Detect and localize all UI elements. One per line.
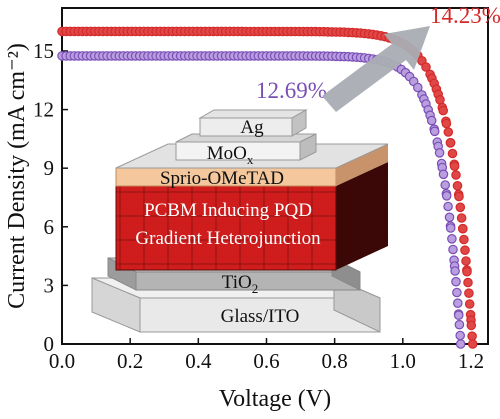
y-tick-label: 9 — [44, 156, 55, 180]
layer-ag: Ag — [198, 109, 308, 138]
x-tick-label: 0.8 — [322, 349, 348, 373]
data-point — [435, 95, 445, 105]
data-point — [440, 180, 450, 190]
data-point — [467, 339, 478, 349]
y-tick-label: 0 — [44, 332, 55, 356]
x-tick-label: 1.2 — [458, 349, 484, 373]
data-point — [452, 181, 463, 191]
x-tick-label: 0.4 — [185, 349, 212, 373]
data-point — [454, 319, 465, 330]
label-gradient: Gradient Heterojunction — [135, 228, 321, 249]
data-point — [456, 213, 467, 223]
improvement-arrow — [322, 26, 430, 112]
data-point — [455, 330, 465, 341]
data-point — [447, 234, 457, 244]
jv-curves — [57, 26, 478, 349]
data-point — [445, 138, 456, 148]
data-point — [455, 339, 466, 349]
y-tick-label: 6 — [44, 215, 55, 239]
eff-label-red: 14.23% — [430, 3, 500, 28]
x-tick-label: 0.0 — [49, 349, 75, 373]
data-point — [443, 201, 453, 212]
layer-spiro: Sprio-OMeTAD — [115, 144, 388, 189]
data-point — [429, 126, 440, 137]
x-tick-label: 0.2 — [117, 349, 143, 373]
data-point — [451, 276, 461, 287]
data-point — [448, 244, 458, 255]
x-tick-label: 1.0 — [390, 349, 416, 373]
plot-frame — [61, 7, 489, 345]
y-axis-title: Current Density (mA cm⁻²) — [4, 43, 30, 309]
data-point — [438, 169, 449, 180]
data-point — [464, 299, 475, 309]
data-point — [441, 118, 452, 129]
data-point — [452, 298, 463, 308]
label-glass-ito: Glass/ITO — [221, 306, 300, 327]
data-point — [447, 148, 458, 159]
data-point — [434, 148, 445, 158]
data-point — [467, 331, 477, 341]
data-point — [441, 191, 452, 201]
data-point — [426, 115, 437, 126]
layer-perovskite: PCBM Inducing PQD Gradient Heterojunctio… — [115, 162, 388, 271]
data-point — [450, 266, 460, 276]
data-point — [460, 245, 470, 255]
data-point — [459, 234, 469, 245]
device-stack: Glass/ITO TiO2 PCBM Inducing PQD Gradien… — [91, 109, 389, 333]
data-point — [449, 161, 460, 171]
data-point — [452, 287, 462, 298]
series-0 — [57, 26, 478, 349]
data-point — [462, 266, 472, 277]
label-tio2: TiO2 — [222, 272, 258, 296]
y-tick-label: 12 — [33, 98, 54, 122]
data-point — [454, 191, 464, 202]
eff-label-purple: 12.69% — [256, 78, 327, 103]
data-point — [464, 288, 474, 298]
y-tick-label: 15 — [33, 39, 54, 63]
y-tick-label: 3 — [44, 273, 55, 297]
data-point — [412, 82, 423, 93]
data-point — [461, 256, 471, 266]
data-point — [451, 170, 461, 180]
data-point — [457, 223, 468, 234]
data-point — [455, 202, 466, 213]
axis-ticks: 0.0 0.2 0.4 0.6 0.8 1.0 1.2 0 3 6 9 12 15 — [33, 39, 484, 373]
data-point — [421, 62, 431, 72]
data-point — [466, 320, 477, 331]
data-point — [443, 127, 454, 137]
x-tick-label: 0.6 — [253, 349, 279, 373]
label-spiro: Sprio-OMeTAD — [160, 168, 284, 189]
data-point — [445, 223, 456, 233]
data-point — [444, 212, 455, 223]
data-point — [438, 105, 448, 116]
label-ag: Ag — [240, 117, 264, 138]
label-pcbm: PCBM Inducing PQD — [144, 200, 312, 221]
x-axis-title: Voltage (V) — [219, 386, 331, 412]
data-point — [463, 277, 473, 288]
data-point — [453, 310, 464, 320]
label-moox: MoOx — [207, 143, 254, 167]
